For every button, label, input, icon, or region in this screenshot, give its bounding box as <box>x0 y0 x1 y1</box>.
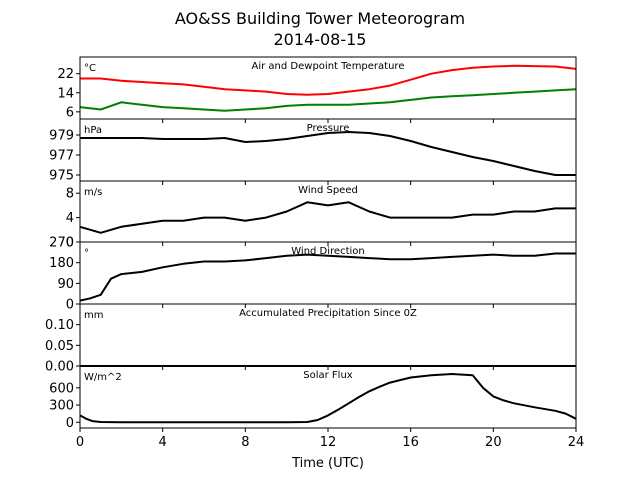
panel-6: 0 300 600 W/m^2 Solar Flux <box>49 365 577 432</box>
panel-title: Wind Speed <box>298 185 358 196</box>
x-tick-label: 4 <box>159 435 167 450</box>
x-tick-label: 12 <box>320 435 337 450</box>
y-tick-label: 0.00 <box>45 360 74 375</box>
x-axis: 0 4 8 12 16 20 24 <box>76 435 584 450</box>
panel-title: Air and Dewpoint Temperature <box>252 61 405 72</box>
unit-label: ° <box>84 248 89 259</box>
x-tick-label: 20 <box>485 435 502 450</box>
series-line-3-1 <box>79 201 576 234</box>
y-tick-label: 6 <box>66 105 74 120</box>
y-tick-label: 975 <box>49 169 74 184</box>
panel-title: Solar Flux <box>303 370 353 381</box>
x-axis-label: Time (UTC) <box>291 456 364 471</box>
panel-title: Pressure <box>307 123 350 134</box>
series-line-1-1 <box>80 64 577 96</box>
series-line-2-1 <box>80 131 576 176</box>
panel-title: Accumulated Precipitation Since 0Z <box>239 308 417 319</box>
x-tick-label: 0 <box>76 435 84 450</box>
y-tick-label: 0.10 <box>45 318 74 333</box>
y-tick-label: 979 <box>49 129 74 144</box>
panel-title: Wind Direction <box>291 246 365 257</box>
unit-label: °C <box>84 63 96 74</box>
panel-4: 0 90 180 270 ° Wind Direction <box>49 236 577 313</box>
y-tick-label: 8 <box>66 187 74 202</box>
y-tick-label: 4 <box>66 211 74 226</box>
y-tick-label: 0 <box>66 236 74 251</box>
figure-title-line2: 2014-08-15 <box>274 30 367 49</box>
series-line-4-1 <box>79 252 576 302</box>
y-tick-label: 600 <box>49 381 74 396</box>
unit-label: hPa <box>84 125 102 136</box>
panel-5: 0.00 0.05 0.10 mm Accumulated Precipitation … <box>45 303 577 375</box>
panel-1: 6 14 22 °C Air and Dewpoint Temperature <box>57 56 577 123</box>
y-tick-label: 0 <box>66 416 74 431</box>
unit-label: mm <box>84 310 103 321</box>
panel-2: 975 977 979 hPa Pressure <box>49 118 577 185</box>
x-tick-label: 24 <box>568 435 585 450</box>
y-tick-label: 22 <box>57 67 74 82</box>
y-tick-label: 300 <box>49 399 74 414</box>
figure-title-line1: AO&SS Building Tower Meteorogram <box>175 9 465 28</box>
x-tick-label: 16 <box>402 435 419 450</box>
y-tick-label: 977 <box>49 149 74 164</box>
x-tick-label: 8 <box>241 435 249 450</box>
y-tick-label: 90 <box>57 277 74 292</box>
unit-label: W/m^2 <box>84 372 122 383</box>
unit-label: m/s <box>84 187 102 198</box>
series-line-6-1 <box>79 373 577 424</box>
y-tick-label: 270 <box>49 236 74 251</box>
y-tick-label: 0.05 <box>45 339 74 354</box>
y-tick-label: 180 <box>49 256 74 271</box>
panel-3: 0 4 8 m/s Wind Speed <box>66 180 577 251</box>
series-line-1-2 <box>79 88 577 112</box>
y-tick-label: 0 <box>66 298 74 313</box>
y-tick-label: 14 <box>57 86 74 101</box>
